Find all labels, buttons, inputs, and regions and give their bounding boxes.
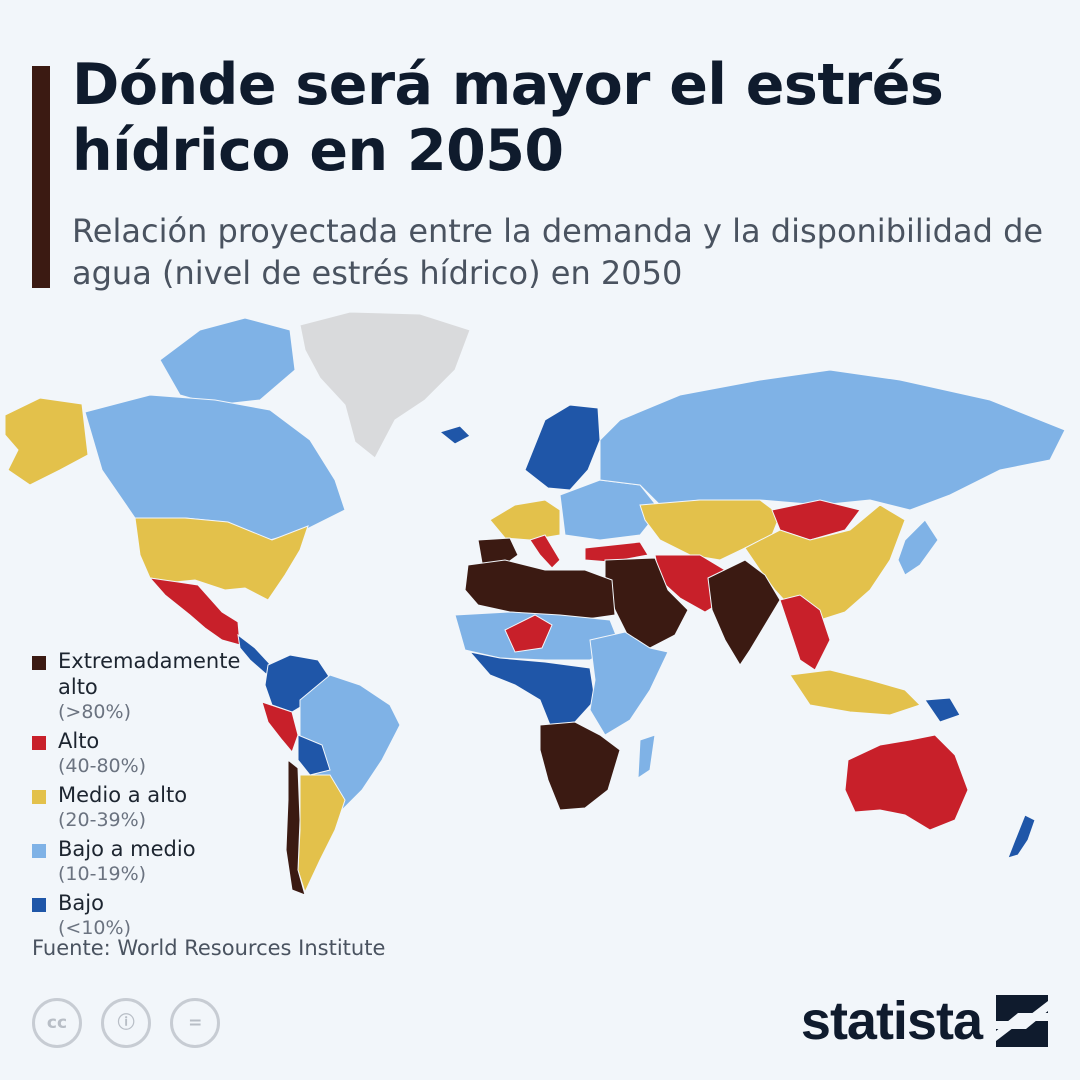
world-map — [4, 311, 1066, 896]
legend-range: (40-80%) — [58, 755, 147, 777]
attribution-icon[interactable]: ⓘ — [101, 998, 152, 1048]
legend-range: (10-19%) — [58, 863, 147, 885]
legend-swatch — [32, 656, 46, 670]
region-italy — [529, 534, 561, 569]
legend-swatch — [32, 790, 46, 804]
region-japan — [897, 519, 939, 576]
statista-wordmark: statista — [800, 991, 983, 1051]
page-subtitle: Relación proyectada entre la demanda y l… — [72, 212, 1044, 292]
region-greenland — [299, 311, 471, 459]
region-canada — [84, 394, 346, 541]
license-icons: cc ⓘ = — [32, 998, 234, 1048]
legend-item-medium-high: Medio a alto (20-39%) — [32, 782, 252, 832]
legend-label: Alto — [58, 729, 100, 753]
legend-label: Extremadamente alto — [58, 649, 241, 699]
legend-item-high: Alto (40-80%) — [32, 728, 252, 778]
legend-label: Bajo a medio — [58, 837, 196, 861]
region-bolivia — [297, 734, 331, 776]
region-canadian-arctic — [159, 317, 296, 406]
region-madagascar — [637, 734, 656, 779]
legend-range: (<10%) — [58, 917, 131, 939]
legend-swatch — [32, 898, 46, 912]
legend-range: (>80%) — [58, 701, 131, 723]
legend-label: Bajo — [58, 891, 104, 915]
statista-logo-icon — [996, 995, 1048, 1047]
region-india — [707, 559, 781, 666]
statista-brand[interactable]: statista — [801, 990, 1048, 1052]
map-legend: Extremadamente alto (>80%) Alto (40-80%)… — [32, 648, 252, 944]
region-russia — [599, 369, 1066, 511]
region-western-europe — [489, 499, 561, 541]
region-indonesia — [789, 669, 921, 716]
legend-swatch — [32, 844, 46, 858]
legend-item-low-medium: Bajo a medio (10-19%) — [32, 836, 252, 886]
region-north-africa — [464, 559, 616, 621]
region-peru — [261, 701, 299, 753]
legend-label: Medio a alto — [58, 783, 188, 807]
no-derivatives-icon[interactable]: = — [170, 998, 221, 1048]
creative-commons-icon[interactable]: cc — [32, 998, 82, 1048]
region-new-zealand — [1007, 814, 1036, 859]
region-turkey — [584, 541, 649, 563]
region-southern-africa — [539, 721, 621, 811]
region-australia — [844, 734, 969, 831]
region-china — [744, 504, 906, 621]
page-title: Dónde será mayor el estrés hídrico en 20… — [72, 52, 944, 184]
region-southeast-asia — [779, 594, 831, 671]
source-note: Fuente: World Resources Institute — [32, 936, 386, 960]
region-chile — [285, 758, 306, 896]
region-alaska — [4, 397, 89, 486]
region-niger — [504, 614, 553, 653]
title-accent-bar — [32, 66, 50, 288]
region-iceland — [438, 425, 471, 445]
legend-item-extremely-high: Extremadamente alto (>80%) — [32, 648, 252, 724]
legend-item-low: Bajo (<10%) — [32, 890, 252, 940]
region-central-africa — [468, 651, 596, 726]
region-scandinavia — [524, 404, 601, 491]
region-papua-new-guinea — [924, 697, 961, 723]
region-east-africa — [589, 631, 669, 736]
region-argentina — [297, 774, 346, 894]
legend-range: (20-39%) — [58, 809, 147, 831]
legend-swatch — [32, 736, 46, 750]
